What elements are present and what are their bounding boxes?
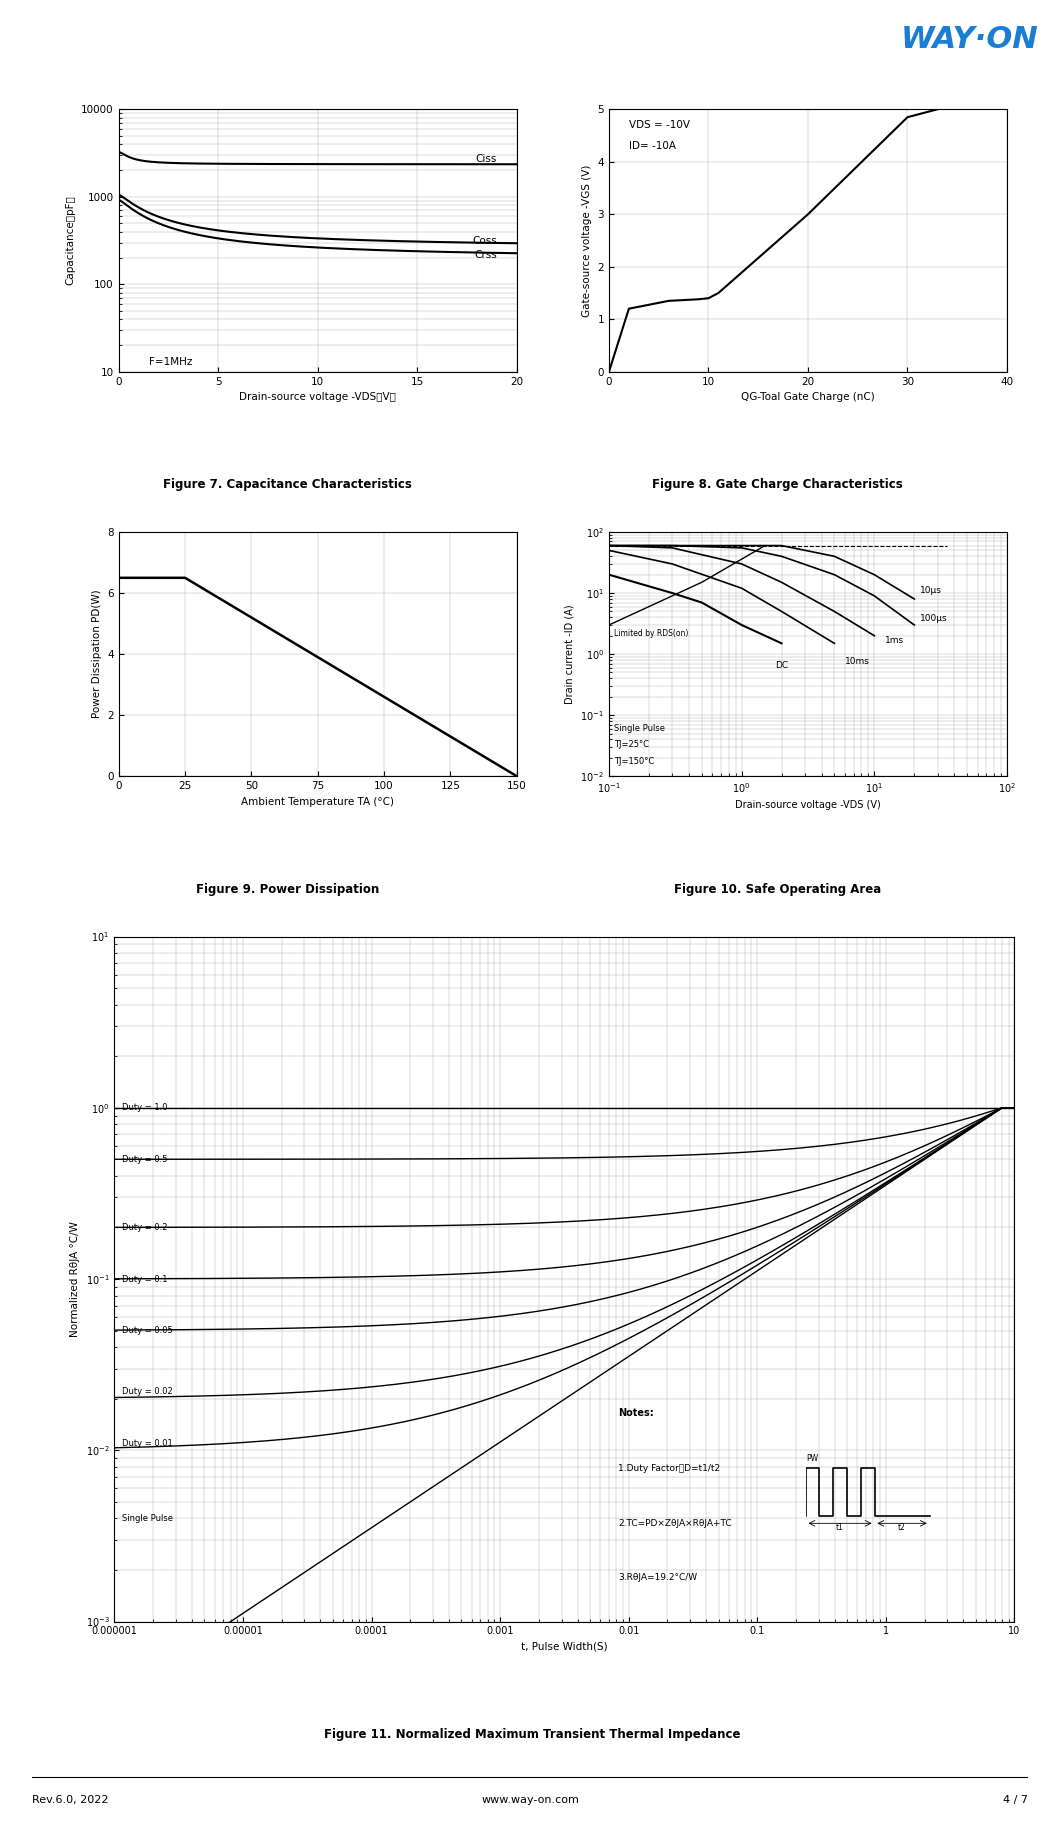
Text: t1: t1 (836, 1523, 844, 1532)
Text: 4 / 7: 4 / 7 (1003, 1795, 1028, 1806)
Text: Figure 10. Safe Operating Area: Figure 10. Safe Operating Area (674, 882, 882, 896)
Text: 10ms: 10ms (845, 656, 870, 665)
Text: www.way-on.com: www.way-on.com (481, 1795, 579, 1806)
Text: ID= -10A: ID= -10A (629, 140, 676, 151)
Text: Duty = 0.2: Duty = 0.2 (122, 1223, 167, 1232)
X-axis label: Ambient Temperature TA (°C): Ambient Temperature TA (°C) (242, 796, 394, 807)
Text: Figure 7. Capacitance Characteristics: Figure 7. Capacitance Characteristics (163, 477, 412, 492)
Text: 100μs: 100μs (920, 614, 948, 623)
Text: Crss: Crss (474, 250, 497, 261)
Text: 3.RθJA=19.2°C/W: 3.RθJA=19.2°C/W (618, 1574, 697, 1583)
Text: Duty = 0.5: Duty = 0.5 (122, 1155, 167, 1164)
Y-axis label: Power Dissipation PD(W): Power Dissipation PD(W) (91, 590, 102, 718)
Text: Figure 11. Normalized Maximum Transient Thermal Impedance: Figure 11. Normalized Maximum Transient … (324, 1727, 741, 1742)
Text: Limited by RDS(on): Limited by RDS(on) (615, 629, 689, 638)
Text: Duty = 0.01: Duty = 0.01 (122, 1439, 173, 1448)
Text: Figure 8. Gate Charge Characteristics: Figure 8. Gate Charge Characteristics (652, 477, 903, 492)
Text: DC: DC (776, 661, 789, 670)
Y-axis label: Gate-source voltage -VGS (V): Gate-source voltage -VGS (V) (582, 164, 591, 317)
Y-axis label: Drain current -ID (A): Drain current -ID (A) (565, 605, 575, 703)
Text: F=1MHz: F=1MHz (148, 357, 192, 366)
Text: Single Pulse: Single Pulse (122, 1514, 173, 1523)
Text: TJ=25°C: TJ=25°C (615, 740, 650, 749)
Text: t2: t2 (898, 1523, 906, 1532)
Text: 1ms: 1ms (885, 636, 904, 645)
Text: WM02P160R: WM02P160R (18, 33, 145, 51)
X-axis label: Drain-source voltage -VDS（V）: Drain-source voltage -VDS（V） (240, 392, 396, 403)
Text: Duty = 0.02: Duty = 0.02 (122, 1387, 173, 1396)
Text: VDS = -10V: VDS = -10V (629, 120, 690, 129)
Text: 1.Duty Factor，D=t1/t2: 1.Duty Factor，D=t1/t2 (618, 1463, 721, 1472)
Text: Ciss: Ciss (476, 155, 497, 164)
X-axis label: t, Pulse Width(S): t, Pulse Width(S) (522, 1642, 607, 1653)
Text: Rev.6.0, 2022: Rev.6.0, 2022 (32, 1795, 108, 1806)
Text: PW: PW (807, 1454, 818, 1463)
Text: WAY·ON: WAY·ON (901, 26, 1039, 55)
X-axis label: QG-Toal Gate Charge (nC): QG-Toal Gate Charge (nC) (741, 392, 874, 403)
Text: Duty = 0.05: Duty = 0.05 (122, 1326, 173, 1336)
Text: 10μs: 10μs (920, 587, 941, 596)
Y-axis label: Normalized RθJA °C/W: Normalized RθJA °C/W (70, 1221, 81, 1337)
X-axis label: Drain-source voltage -VDS (V): Drain-source voltage -VDS (V) (735, 800, 881, 811)
Text: Notes:: Notes: (618, 1408, 654, 1418)
Text: TJ=150°C: TJ=150°C (615, 756, 655, 765)
Text: Duty = 1.0: Duty = 1.0 (122, 1104, 167, 1111)
Y-axis label: Capacitance（pF）: Capacitance（pF） (66, 195, 75, 286)
Text: Single Pulse: Single Pulse (615, 723, 666, 732)
Text: Figure 9. Power Dissipation: Figure 9. Power Dissipation (196, 882, 379, 896)
Text: 2.TC=PD×ZθJA×RθJA+TC: 2.TC=PD×ZθJA×RθJA+TC (618, 1520, 732, 1527)
Text: Duty = 0.1: Duty = 0.1 (122, 1275, 167, 1283)
Text: Coss: Coss (472, 235, 497, 246)
